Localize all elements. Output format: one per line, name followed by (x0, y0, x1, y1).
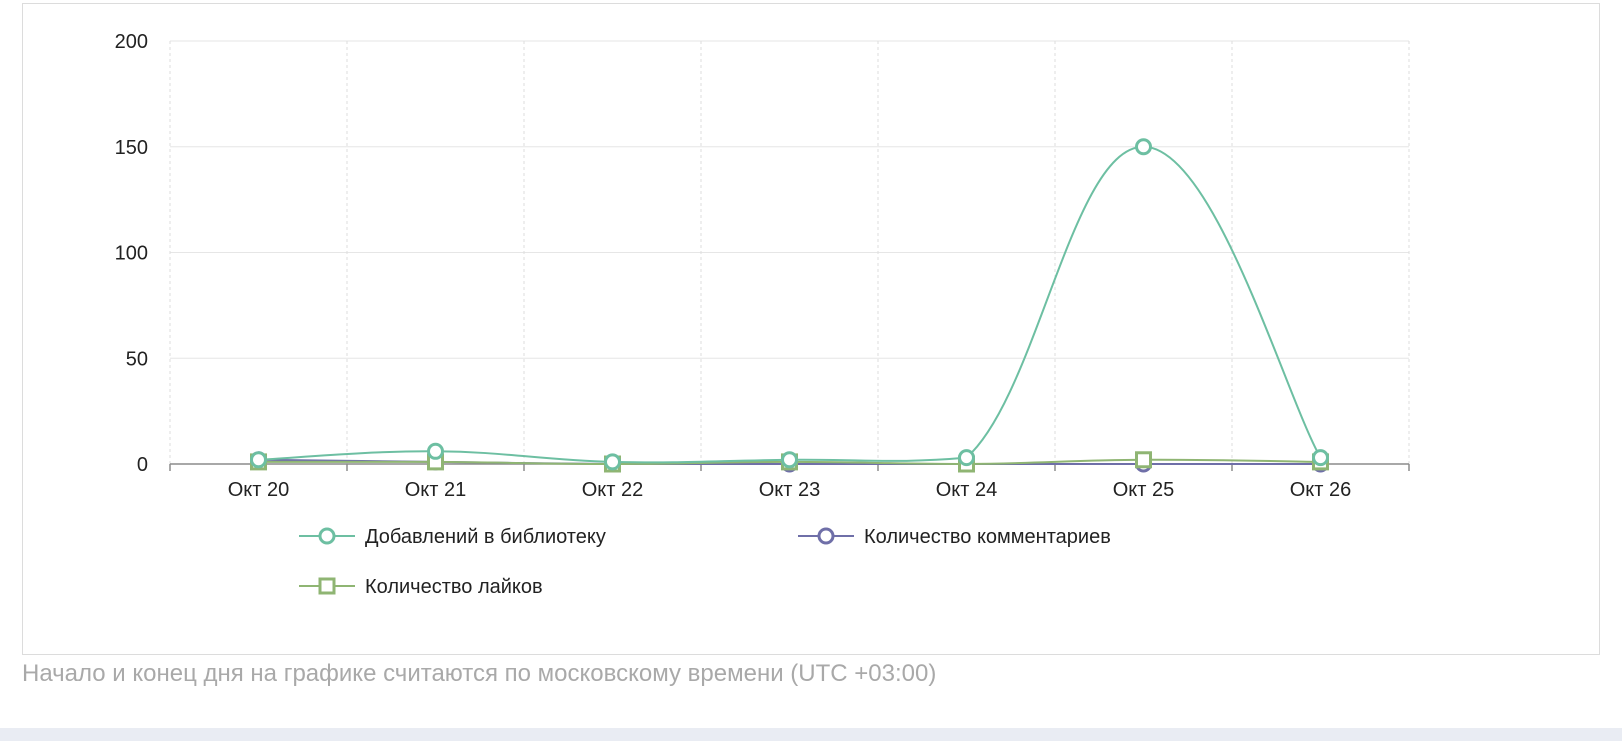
legend-marker-1 (817, 527, 835, 545)
series-point-0 (781, 451, 798, 469)
series-line-0 (258, 145, 1322, 464)
x-tick-label: Окт 21 (405, 479, 467, 501)
x-tick-label: Окт 26 (1290, 479, 1352, 501)
bottom-strip (0, 728, 1622, 741)
legend-marker-0 (318, 527, 336, 545)
series-point-0 (604, 453, 621, 471)
legend-marker-2 (318, 577, 336, 595)
chart-card: 0 50 100 150 200 Окт 20 Окт 21 Окт 22 Окт 23 Окт … (22, 3, 1600, 655)
legend-label-0: Добавлений в библиотеку (365, 526, 606, 548)
series-point-2 (1135, 451, 1152, 469)
series-point-0 (250, 451, 267, 469)
y-tick-label: 50 (126, 348, 148, 370)
timezone-footnote: Начало и конец дня на графике считаются … (22, 660, 937, 687)
legend-label-2: Количество лайков (365, 576, 543, 598)
x-tick-label: Окт 25 (1113, 479, 1175, 501)
y-tick-label: 0 (137, 454, 148, 476)
y-tick-label: 150 (115, 137, 148, 159)
x-tick-label: Окт 22 (582, 479, 644, 501)
y-tick-label: 200 (115, 31, 148, 53)
legend-label-1: Количество комментариев (864, 526, 1111, 548)
series-point-0 (1312, 449, 1329, 467)
series-point-0 (1135, 138, 1152, 156)
line-chart: 0 50 100 150 200 Окт 20 Окт 21 Окт 22 Окт 23 Окт … (115, 31, 1410, 598)
y-tick-label: 100 (115, 243, 148, 265)
series-point-0 (958, 449, 975, 467)
series-point-0 (427, 442, 444, 460)
x-tick-label: Окт 24 (936, 479, 998, 501)
x-tick-label: Окт 20 (228, 479, 290, 501)
x-tick-label: Окт 23 (759, 479, 821, 501)
